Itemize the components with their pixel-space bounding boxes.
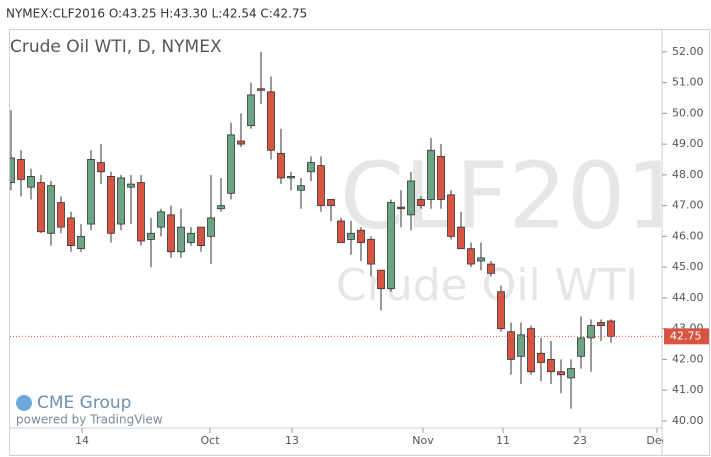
candle-body [277,152,285,179]
candle-body [157,211,165,228]
candle-body [197,226,205,247]
candle-body [327,199,335,207]
y-tick-label: 41.00 [672,383,704,396]
candle-body [487,263,495,274]
candle-body [587,325,595,339]
y-tick-label: 49.00 [672,137,704,150]
candle-body [497,291,505,330]
y-tick-label: 45.00 [672,260,704,273]
candle-body [297,185,305,191]
candle-body [467,248,475,265]
candle-body [567,368,575,379]
candle-body [117,177,125,225]
candle-body [527,328,535,373]
candle-body [137,182,145,242]
candle-body [447,194,455,237]
y-tick-label: 42.00 [672,352,704,365]
candle-body [387,202,395,290]
y-tick-label: 40.00 [672,414,704,427]
candle-body [67,217,75,247]
candle-body [257,88,265,91]
candle-body [507,331,515,360]
candle-body [317,165,325,207]
candle-body [247,94,255,127]
y-tick-label: 44.00 [672,291,704,304]
x-tick-label: Nov [412,434,434,447]
candle-body [307,162,315,173]
candle-body [537,352,545,363]
candles [10,51,662,409]
y-tick-label: 48.00 [672,168,704,181]
candle-body [457,226,465,250]
candle-body [427,149,435,200]
candle-body [357,229,365,243]
x-tick-label: Dec [646,434,667,447]
x-axis: 14 Oct 13 Nov 11 23 Dec [75,428,668,447]
candle-body [47,185,55,234]
plot: CLF2016 Crude Oil WTI [10,51,711,409]
candle-body [517,334,525,357]
y-tick-label: 52.00 [672,45,704,58]
price-axis-panel [663,30,709,455]
y-tick-label: 47.00 [672,199,704,212]
candle-body [577,337,585,357]
x-tick-label: 13 [285,434,299,447]
candle-body [477,257,485,262]
candle-body [407,180,415,216]
candle-body [217,205,225,210]
candle-body [397,206,405,210]
candle-body [347,232,355,240]
candle-body [27,176,35,188]
y-axis: 40.0041.0042.0043.0044.0045.0046.0047.00… [662,45,709,427]
candle-body [57,202,65,228]
candle-body [187,232,195,243]
candle-body [107,176,115,234]
candle-body [10,157,15,183]
x-tick-label: 11 [496,434,510,447]
candle-body [377,269,385,290]
candle-body [367,239,375,265]
candle-body [267,91,275,151]
candle-body [437,156,445,200]
logo: CME Group powered by TradingView [16,393,163,427]
candle-body [597,322,605,326]
candle-body [127,183,135,188]
watermark: CLF2016 [340,142,711,249]
candle-body [97,162,105,173]
last-price-box [664,328,709,345]
candle-body [37,182,45,233]
frame [9,29,710,456]
candle-body [237,140,245,145]
x-tick-label: Oct [200,434,220,447]
candle-body [77,235,85,250]
candle-body [17,159,25,180]
candle-body [417,199,425,207]
candle-body [557,371,565,376]
candle-body [227,134,235,194]
x-tick-label: 23 [573,434,587,447]
y-tick-label: 46.00 [672,229,704,242]
y-tick-label: 50.00 [672,106,704,119]
candle-body [177,226,185,253]
x-tick-label: 14 [75,434,89,447]
candle-body [287,176,295,179]
candle-body [607,320,615,337]
candle-body [207,217,215,237]
header: NYMEX:CLF2016 O:43.25 H:43.30 L:42.54 C:… [6,7,307,21]
last-price-label: 42.75 [670,329,702,342]
candle-body [167,214,175,253]
logo-powered: powered by TradingView [16,413,163,427]
watermark-subtitle: Crude Oil WTI [336,260,638,311]
chart-title: Crude Oil WTI, D, NYMEX [10,37,222,57]
candle-body [87,159,95,225]
candle-body [337,220,345,243]
logo-name: CME Group [37,393,131,413]
candle-body [547,359,555,373]
logo-icon [16,395,32,411]
candle-body [147,232,155,240]
y-tick-label: 51.00 [672,76,704,89]
